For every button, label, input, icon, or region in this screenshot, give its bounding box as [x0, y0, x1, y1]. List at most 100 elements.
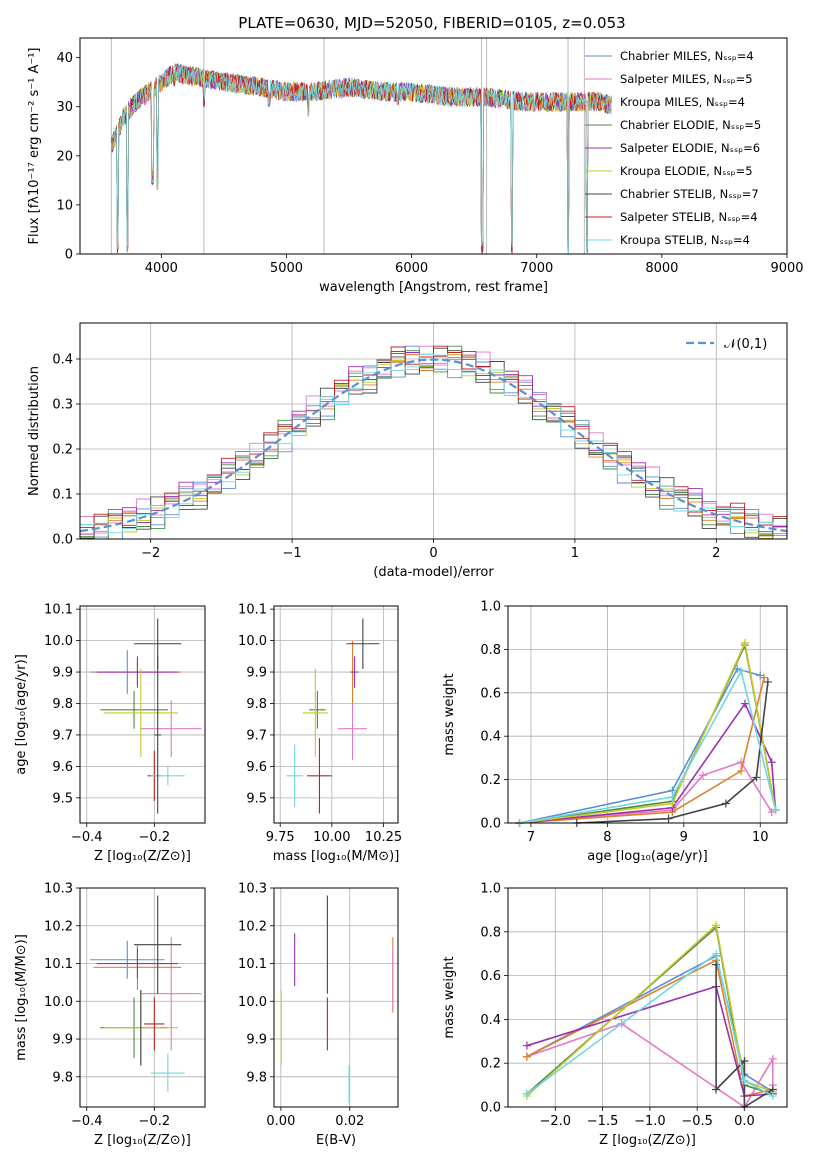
y-tick-label: 10.1: [238, 603, 267, 618]
y-tick-label: 0.0: [480, 817, 501, 832]
weight-marker: [712, 1085, 721, 1094]
y-tick-label: 0.2: [52, 443, 73, 458]
x-tick-label: 9.75: [266, 830, 295, 845]
weight-series-2: [519, 677, 765, 824]
x-tick-label: −2: [141, 546, 160, 561]
axes-frame: [507, 887, 788, 1108]
axes-frame: [79, 887, 206, 1108]
histogram-series-6: [80, 347, 787, 539]
x-tick-label: 5000: [270, 261, 303, 276]
y-tick-label: 9.5: [52, 791, 73, 806]
y-axis-label: Normed distribution: [27, 366, 42, 496]
weight-marker: [760, 673, 769, 682]
axes-frame: [79, 322, 788, 540]
y-tick-label: 10.1: [44, 603, 73, 618]
weight-marker: [740, 638, 749, 647]
x-tick-label: 0.0: [734, 1114, 755, 1129]
x-axis-label: Z [log₁₀(Z/Z⊙)]: [94, 1133, 191, 1148]
y-tick-label: 0.3: [52, 398, 73, 413]
weight-marker: [737, 667, 746, 676]
y-tick-label: 9.8: [52, 697, 73, 712]
weight-marker: [522, 1089, 531, 1098]
weight-series-2: [526, 959, 773, 1097]
weight-marker: [721, 799, 730, 808]
y-tick-label: 1.0: [480, 600, 501, 615]
errorbars: [90, 895, 202, 1092]
weight-marker: [664, 814, 673, 823]
panel-spectrum: 4000 5000 6000 7000 8000 9000 0 10 20 30 40 wavelen…: [27, 37, 804, 295]
histogram-lines: [80, 345, 787, 539]
y-tick-label: 0.6: [480, 969, 501, 984]
y-tick-label: 10.3: [44, 882, 73, 897]
weight-marker: [768, 1092, 777, 1101]
x-tick-label: 10.00: [313, 830, 350, 845]
x-tick-label: 8: [603, 830, 611, 845]
errorbars: [90, 618, 202, 814]
y-tick-label: 9.6: [246, 760, 267, 775]
x-tick-label: −0.2: [139, 1114, 171, 1129]
x-tick-label: −0.4: [71, 1114, 103, 1129]
x-tick-label: −2.0: [539, 1114, 571, 1129]
weight-series-7: [519, 668, 777, 824]
weight-marker: [768, 1054, 777, 1063]
weight-marker: [668, 792, 677, 801]
spectrum-series-0: [110, 63, 612, 253]
legend-label-3: Chabrier ELODIE, Nₛₛₚ=5: [620, 118, 761, 132]
weight-series-5: [526, 923, 774, 1097]
axes-frame: [507, 605, 788, 824]
y-tick-label: 0.4: [52, 353, 73, 368]
y-tick-label: 9.7: [52, 728, 73, 743]
x-tick-label: 6000: [395, 261, 428, 276]
x-tick-label: 7: [527, 830, 535, 845]
axes-frame: [273, 605, 399, 824]
legend-label-8: Kroupa STELIB, Nₛₛₚ=4: [620, 233, 750, 247]
weight-marker: [522, 1041, 531, 1050]
x-axis-label: Z [log₁₀(Z/Z⊙)]: [94, 849, 191, 864]
weight-lines: [515, 638, 780, 827]
x-axis-label: mass [log₁₀(M/M⊙)]: [273, 849, 400, 864]
y-tick-label: 10.3: [238, 882, 267, 897]
y-tick-label: 0.2: [480, 1057, 501, 1072]
y-tick-label: 10.0: [44, 634, 73, 649]
y-tick-label: 9.7: [246, 728, 267, 743]
x-axis-label: wavelength [Angstrom, rest frame]: [319, 280, 548, 295]
x-tick-label: −1.5: [587, 1114, 619, 1129]
x-axis-label: E(B-V): [316, 1133, 356, 1148]
weight-marker: [767, 808, 776, 817]
y-tick-label: 0.4: [480, 730, 501, 745]
y-axis-label: mass weight: [442, 956, 457, 1038]
histogram-series-3: [80, 345, 787, 539]
x-tick-label: 0.00: [266, 1114, 295, 1129]
axes-frame: [79, 37, 788, 255]
y-tick-label: 1.0: [480, 882, 501, 897]
x-tick-label: −0.2: [139, 830, 171, 845]
y-tick-label: 0.1: [52, 488, 73, 503]
y-tick-label: 10.1: [238, 957, 267, 972]
legend-label-6: Chabrier STELIB, Nₛₛₚ=7: [620, 187, 759, 201]
grid: [274, 887, 398, 1107]
x-tick-label: 0.02: [335, 1114, 364, 1129]
x-tick-label: 10: [752, 830, 769, 845]
y-tick-label: 10.2: [238, 919, 267, 934]
weight-marker: [771, 805, 780, 814]
y-tick-label: 9.9: [52, 1033, 73, 1048]
y-tick-label: 9.9: [246, 1033, 267, 1048]
x-tick-label: 9: [680, 830, 688, 845]
legend-label-2: Kroupa MILES, Nₛₛₚ=4: [620, 95, 745, 109]
y-tick-label: 0.0: [52, 533, 73, 548]
weight-marker: [756, 671, 765, 680]
y-tick-label: 9.8: [52, 1070, 73, 1085]
x-tick-label: 8000: [645, 261, 678, 276]
grid: [274, 606, 398, 823]
x-axis-label: Z [log₁₀(Z/Z⊙)]: [599, 1133, 696, 1148]
y-tick-label: 0.8: [480, 925, 501, 940]
x-tick-label: −1: [283, 546, 302, 561]
x-tick-label: 2: [712, 546, 720, 561]
panel-age-vs-mass: 9.75 10.00 10.25 9.5 9.6 9.7 9.8 9.9 10.0 10.1 mas…: [238, 603, 402, 864]
legend-label-0: Chabrier MILES, Nₛₛₚ=4: [620, 49, 754, 63]
y-tick-label: 0.8: [480, 643, 501, 658]
y-tick-label: 0.6: [480, 686, 501, 701]
weight-series-0: [519, 667, 761, 824]
weight-marker: [752, 773, 761, 782]
legend-label-5: Kroupa ELODIE, Nₛₛₚ=5: [620, 164, 753, 178]
